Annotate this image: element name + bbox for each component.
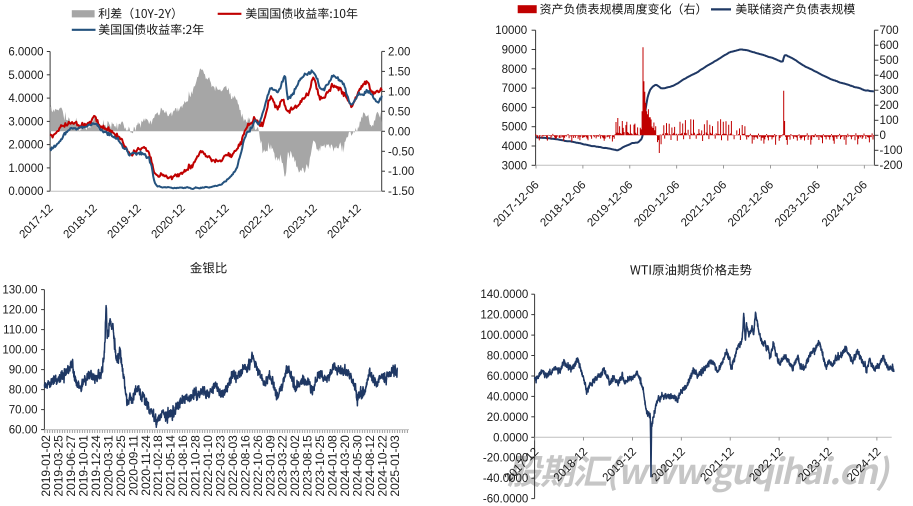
svg-text:-40.0000: -40.0000 [483, 473, 528, 485]
svg-text:-200: -200 [880, 160, 903, 172]
svg-text:80.00: 80.00 [9, 385, 38, 397]
svg-text:0.50: 0.50 [388, 106, 410, 118]
svg-text:0.0000: 0.0000 [493, 432, 528, 444]
svg-text:2022-03-23: 2022-03-23 [214, 435, 228, 497]
svg-text:90.00: 90.00 [9, 365, 38, 377]
svg-text:300: 300 [880, 85, 899, 97]
svg-text:2019-01-02: 2019-01-02 [39, 435, 53, 497]
svg-text:20.0000: 20.0000 [487, 412, 529, 424]
svg-text:120.0000: 120.0000 [480, 310, 528, 322]
svg-text:130.00: 130.00 [2, 285, 37, 297]
svg-text:2020-03-31: 2020-03-31 [102, 435, 116, 497]
svg-text:500: 500 [880, 55, 899, 67]
svg-text:2019-12-24: 2019-12-24 [89, 435, 103, 497]
svg-text:2020-11-24: 2020-11-24 [139, 435, 153, 496]
svg-text:2019-10-01: 2019-10-01 [77, 435, 91, 497]
svg-text:4.0000: 4.0000 [8, 93, 43, 105]
svg-text:200: 200 [880, 100, 899, 112]
svg-text:3000: 3000 [502, 160, 528, 172]
svg-text:120.00: 120.00 [2, 305, 37, 317]
svg-text:2021-08-16: 2021-08-16 [176, 435, 190, 497]
svg-text:2021-10-28: 2021-10-28 [189, 435, 203, 497]
svg-text:2024-05-30: 2024-05-30 [350, 435, 364, 497]
svg-text:60.0000: 60.0000 [487, 371, 529, 383]
svg-text:100.0000: 100.0000 [480, 330, 528, 342]
svg-text:2024-01-08: 2024-01-08 [326, 435, 340, 497]
svg-text:2019-03-25: 2019-03-25 [52, 435, 66, 497]
svg-text:6000: 6000 [502, 102, 528, 114]
svg-text:400: 400 [880, 70, 899, 82]
svg-text:4000: 4000 [502, 141, 528, 153]
svg-text:2023-08-15: 2023-08-15 [301, 435, 315, 497]
svg-text:2020-09-11: 2020-09-11 [126, 435, 140, 496]
svg-text:5000: 5000 [502, 122, 528, 134]
svg-text:110.00: 110.00 [3, 325, 37, 337]
svg-text:7000: 7000 [502, 83, 528, 95]
svg-text:700: 700 [880, 25, 899, 37]
svg-text:80.0000: 80.0000 [487, 351, 529, 363]
svg-text:2023-03-22: 2023-03-22 [276, 435, 290, 497]
svg-text:2023-10-25: 2023-10-25 [313, 435, 327, 497]
svg-text:40.0000: 40.0000 [487, 391, 529, 403]
svg-text:600: 600 [880, 40, 899, 52]
svg-text:-0.50: -0.50 [388, 146, 414, 158]
svg-text:2022-06-03: 2022-06-03 [226, 435, 240, 497]
svg-text:0.00: 0.00 [388, 126, 410, 138]
svg-text:-1.50: -1.50 [388, 186, 414, 198]
svg-text:70.00: 70.00 [9, 405, 38, 417]
svg-text:2021-05-14: 2021-05-14 [164, 435, 178, 497]
svg-text:140.0000: 140.0000 [480, 289, 528, 301]
svg-text:8000: 8000 [502, 64, 528, 76]
svg-text:6.0000: 6.0000 [8, 47, 43, 59]
svg-text:2024-03-20: 2024-03-20 [338, 435, 352, 497]
svg-text:5.0000: 5.0000 [8, 70, 43, 82]
svg-text:60.00: 60.00 [9, 425, 38, 437]
svg-text:-20.0000: -20.0000 [483, 453, 528, 465]
svg-text:1.0000: 1.0000 [8, 163, 43, 175]
svg-text:2020-06-25: 2020-06-25 [114, 435, 128, 497]
svg-text:-100: -100 [880, 145, 903, 157]
svg-text:2021-02-18: 2021-02-18 [151, 435, 165, 497]
svg-text:2023-01-09: 2023-01-09 [263, 435, 277, 497]
svg-text:2022-10-26: 2022-10-26 [251, 435, 265, 497]
svg-text:100: 100 [880, 115, 899, 127]
svg-text:2023-06-02: 2023-06-02 [288, 435, 302, 497]
svg-text:2.00: 2.00 [388, 46, 410, 58]
svg-text:3.0000: 3.0000 [8, 116, 43, 128]
svg-text:0.0000: 0.0000 [8, 186, 43, 198]
svg-text:10000: 10000 [495, 25, 527, 37]
svg-text:-1.00: -1.00 [388, 166, 414, 178]
svg-text:100.00: 100.00 [2, 345, 37, 357]
svg-text:2019-06-27: 2019-06-27 [64, 435, 78, 497]
svg-text:9000: 9000 [502, 45, 528, 57]
svg-text:1.00: 1.00 [388, 86, 410, 98]
svg-text:1.50: 1.50 [388, 66, 410, 78]
svg-text:2025-01-03: 2025-01-03 [388, 435, 402, 497]
svg-text:-60.0000: -60.0000 [483, 494, 528, 506]
svg-text:2022-01-10: 2022-01-10 [201, 435, 215, 497]
svg-text:2024-10-22: 2024-10-22 [375, 435, 389, 497]
svg-text:2024-08-12: 2024-08-12 [363, 435, 377, 497]
svg-text:0: 0 [880, 130, 886, 142]
svg-text:2022-08-16: 2022-08-16 [238, 435, 252, 497]
svg-text:2.0000: 2.0000 [8, 140, 43, 152]
